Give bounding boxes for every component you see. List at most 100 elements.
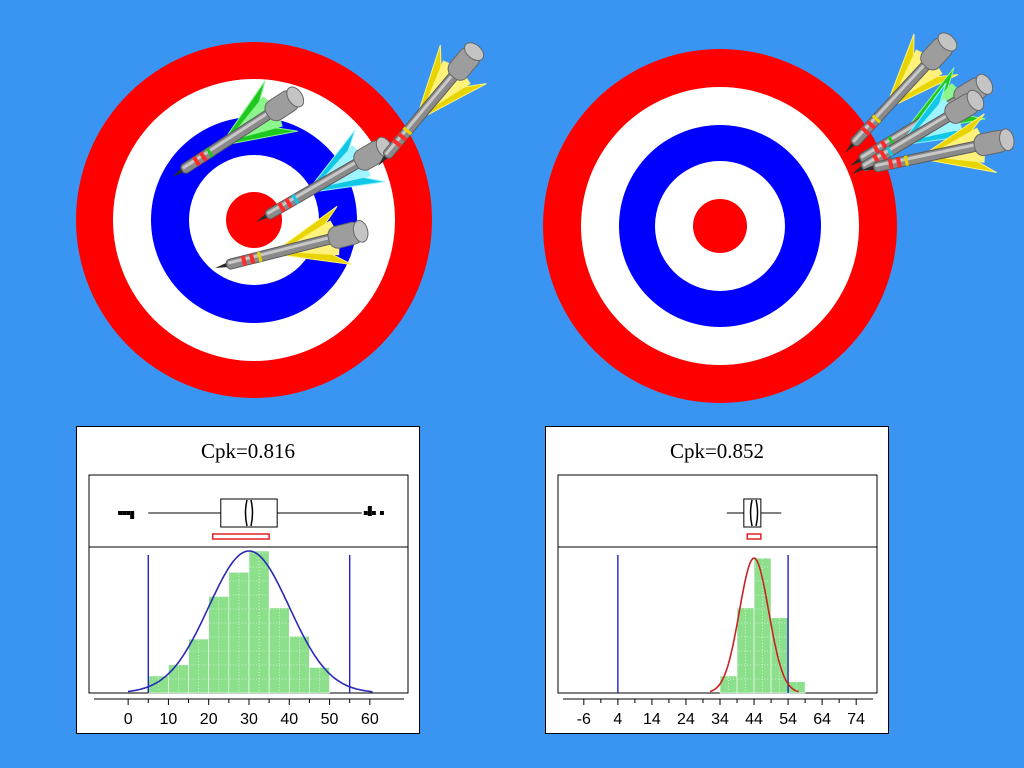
outlier-point bbox=[367, 506, 372, 516]
outlier-point bbox=[118, 511, 123, 515]
dart-tip bbox=[215, 262, 230, 268]
dart-band bbox=[860, 126, 871, 136]
histogram-bar bbox=[268, 607, 290, 694]
dart-cyan bbox=[256, 129, 394, 222]
x-tick-label: 10 bbox=[160, 711, 178, 728]
histogram-bar bbox=[208, 596, 230, 694]
dart-band bbox=[284, 197, 293, 209]
capability-chart-left: 0 10 20 30 40 50 60 bbox=[88, 474, 409, 728]
x-tick-label: -6 bbox=[577, 711, 591, 728]
dart-barrel-cap bbox=[286, 86, 305, 108]
dart-band bbox=[205, 147, 214, 158]
dart-shaft-highlight bbox=[384, 59, 466, 156]
capability-panel-left: Cpk=0.816 0 10 20 30 40 50 60 bbox=[76, 426, 420, 734]
mean-confidence-bar bbox=[746, 533, 762, 540]
mean-confidence-bar bbox=[211, 533, 270, 540]
histogram-bar bbox=[309, 667, 330, 694]
x-tick-label: 20 bbox=[200, 711, 218, 728]
outlier-point bbox=[130, 511, 135, 519]
x-tick-label: 50 bbox=[321, 711, 339, 728]
x-tick-label: 60 bbox=[361, 711, 379, 728]
dart-band bbox=[277, 201, 286, 213]
fit-curve bbox=[127, 550, 373, 693]
dart-band bbox=[895, 157, 902, 168]
dart-yellow bbox=[378, 42, 487, 166]
histogram-bar bbox=[228, 572, 250, 694]
chart-title-left: Cpk=0.816 bbox=[200, 439, 296, 463]
x-tick-label: 44 bbox=[745, 711, 763, 728]
dart-shaft-highlight bbox=[852, 49, 939, 143]
dart-band bbox=[192, 155, 201, 167]
x-tick-label: 14 bbox=[643, 711, 661, 728]
dart-cyan bbox=[852, 82, 985, 174]
histogram-bar bbox=[147, 675, 169, 694]
dart-band bbox=[248, 253, 256, 265]
dart-shaft-highlight bbox=[227, 231, 349, 265]
x-tick-label: 4 bbox=[613, 711, 622, 728]
dart-band bbox=[291, 194, 300, 205]
dart-barrel-cap bbox=[937, 32, 958, 52]
histogram-bar bbox=[770, 617, 789, 694]
histogram-bar bbox=[288, 635, 310, 694]
dart-tip bbox=[862, 164, 877, 170]
capability-panel-right: Cpk=0.852 -6 4 14 24 34 44 54 64 74 bbox=[545, 426, 889, 734]
histogram-bar bbox=[736, 607, 755, 694]
dart-yellow bbox=[845, 32, 959, 153]
x-tick-label: 74 bbox=[847, 711, 865, 728]
dart-barrel-cap bbox=[464, 42, 485, 61]
outlier-point bbox=[371, 511, 376, 515]
x-tick-label: 0 bbox=[124, 711, 133, 728]
dart-band bbox=[402, 126, 413, 136]
x-tick-label: 24 bbox=[677, 711, 695, 728]
bullseye bbox=[226, 192, 282, 248]
bar-fill bbox=[188, 638, 210, 694]
box-plot bbox=[726, 498, 782, 540]
histogram-bar bbox=[168, 664, 189, 694]
dart-yellow bbox=[862, 113, 1015, 173]
dart-barrel-cap bbox=[966, 89, 985, 111]
box-plot bbox=[118, 498, 384, 540]
targets-illustration bbox=[76, 32, 1015, 403]
bar-fill bbox=[268, 607, 290, 694]
outlier-point bbox=[363, 511, 368, 515]
bar-fill bbox=[228, 572, 250, 694]
dart-band bbox=[903, 155, 909, 166]
bar-fill bbox=[309, 667, 330, 694]
outlier-point bbox=[126, 511, 131, 515]
dart-shaft-highlight bbox=[182, 101, 285, 170]
bar-fill bbox=[147, 675, 169, 694]
fit-curve bbox=[709, 557, 799, 693]
dart-green bbox=[172, 80, 305, 177]
dart-band bbox=[391, 138, 403, 149]
dart-barrel-cap bbox=[999, 128, 1015, 152]
iqr-box bbox=[220, 498, 278, 528]
dart-band bbox=[871, 114, 882, 124]
median-notch bbox=[244, 499, 254, 527]
outlier-point bbox=[379, 511, 384, 515]
median-notch bbox=[749, 499, 759, 527]
target-right bbox=[543, 49, 897, 403]
dart-band bbox=[240, 255, 248, 267]
dart-barrel-cap bbox=[352, 220, 369, 243]
dart-band bbox=[256, 251, 263, 262]
capability-chart-right: -6 4 14 24 34 44 54 64 74 bbox=[557, 474, 878, 728]
dart-shaft-highlight bbox=[266, 151, 374, 215]
dart-barrel-cap bbox=[975, 73, 994, 95]
dart-band bbox=[879, 149, 888, 161]
dart-band bbox=[866, 119, 877, 130]
x-tick-label: 40 bbox=[280, 711, 298, 728]
bullseye bbox=[693, 199, 747, 253]
dart-band bbox=[397, 132, 408, 142]
x-tick-label: 64 bbox=[813, 711, 831, 728]
x-tick-label: 30 bbox=[240, 711, 258, 728]
bar-fill bbox=[736, 607, 755, 694]
histogram-bar bbox=[188, 638, 210, 694]
x-tick-label: 34 bbox=[711, 711, 729, 728]
dart-band bbox=[198, 151, 208, 162]
outlier-point bbox=[122, 511, 127, 515]
dart-band bbox=[885, 146, 894, 157]
target-left bbox=[76, 42, 432, 398]
dart-band bbox=[887, 158, 894, 170]
iqr-box bbox=[743, 498, 762, 528]
